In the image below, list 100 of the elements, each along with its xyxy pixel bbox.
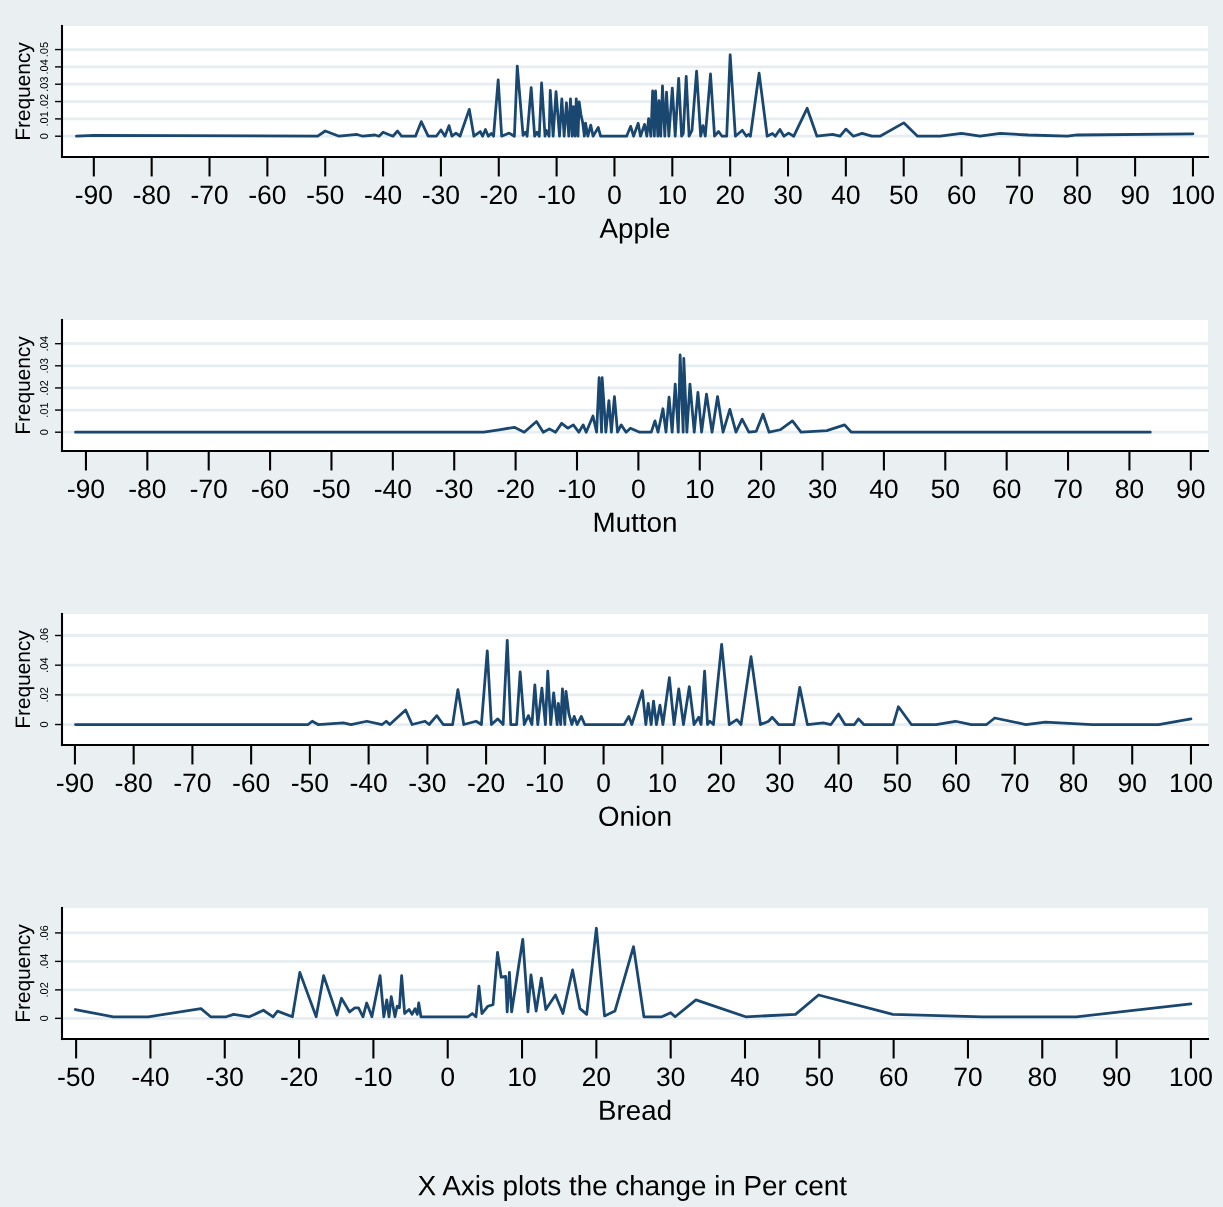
- x-tick-label: -40: [374, 479, 411, 499]
- x-tick-label: 40: [730, 1067, 759, 1087]
- x-tick-label: -60: [249, 185, 286, 205]
- x-tick-label: -50: [291, 773, 328, 793]
- y-tick-label: .04: [40, 954, 48, 969]
- x-tick-label: 10: [687, 479, 714, 499]
- x-tick-label: 90: [1118, 773, 1146, 793]
- x-tick-label: -10: [355, 1067, 392, 1087]
- x-tick-label: -70: [174, 773, 211, 793]
- y-tick-label: .02: [40, 982, 48, 997]
- x-tick-label: -20: [281, 1067, 318, 1087]
- x-tick-label: 10: [659, 185, 686, 205]
- x-tick-label: 90: [1103, 1067, 1131, 1087]
- x-tick-label: 70: [954, 1067, 982, 1087]
- x-tick-label: 60: [993, 479, 1021, 499]
- x-tick-label: -50: [58, 1067, 95, 1087]
- x-tick-label: -40: [350, 773, 387, 793]
- x-axis-title: Mutton: [594, 512, 676, 533]
- x-tick-label: -50: [313, 479, 350, 499]
- x-tick-label: 50: [805, 1067, 833, 1087]
- y-tick-label: .04: [40, 336, 48, 351]
- x-tick-label: 80: [1115, 479, 1144, 499]
- x-tick-label: -10: [559, 479, 596, 499]
- x-tick-label: 30: [808, 479, 837, 499]
- x-tick-label: -40: [132, 1067, 169, 1087]
- y-tick-label: .03: [40, 76, 48, 91]
- x-tick-label: -20: [480, 185, 517, 205]
- x-tick-label: 70: [1006, 185, 1034, 205]
- line-series: [73, 926, 1193, 1019]
- y-tick-label: .01: [40, 111, 48, 126]
- x-tick-label: 60: [942, 773, 970, 793]
- x-tick-label: -90: [75, 185, 112, 205]
- y-tick-label: .02: [40, 687, 48, 702]
- y-axis-title: Frequency: [15, 924, 35, 1021]
- x-tick-label: 70: [1001, 773, 1029, 793]
- y-tick-label: .04: [40, 657, 48, 672]
- y-tick-label: .02: [40, 380, 48, 395]
- x-tick-label: -80: [115, 773, 152, 793]
- x-tick-label: 30: [766, 773, 794, 793]
- x-tick-label: 10: [649, 773, 676, 793]
- x-tick-label: 0: [597, 773, 610, 793]
- x-tick-label: -90: [68, 479, 104, 499]
- x-tick-label: 30: [774, 185, 802, 205]
- x-tick-label: -80: [133, 185, 170, 205]
- line-series: [74, 353, 1152, 434]
- x-axis-title: Apple: [599, 217, 670, 244]
- x-tick-label: -70: [191, 185, 228, 205]
- x-tick-label: 50: [931, 479, 959, 499]
- y-tick-label: .03: [40, 358, 48, 373]
- x-tick-label: 10: [509, 1067, 536, 1087]
- x-tick-label: -70: [190, 479, 227, 499]
- text: X Axis plots the change in Per cent: [418, 1175, 847, 1201]
- x-tick-label: 20: [747, 479, 775, 499]
- x-tick-label: 100: [1172, 185, 1214, 205]
- y-tick-label: 0: [40, 1015, 48, 1022]
- y-tick-label: .02: [40, 94, 48, 109]
- x-tick-label: -30: [206, 1067, 243, 1087]
- x-tick-label: 80: [1063, 185, 1091, 205]
- x-tick-label: 40: [831, 185, 860, 205]
- x-tick-label: -60: [252, 479, 289, 499]
- x-tick-label: -90: [57, 773, 93, 793]
- x-tick-label: 80: [1028, 1067, 1056, 1087]
- y-tick-label: .05: [40, 42, 48, 57]
- x-tick-label: -30: [436, 479, 473, 499]
- x-tick-label: -80: [129, 479, 166, 499]
- y-axis-title: Frequency: [15, 630, 35, 727]
- x-tick-label: 80: [1059, 773, 1088, 793]
- y-axis-title: Frequency: [15, 336, 35, 433]
- x-tick-label: -10: [538, 185, 575, 205]
- x-tick-label: 90: [1177, 479, 1205, 499]
- x-tick-label: -40: [365, 185, 402, 205]
- x-tick-label: 40: [824, 773, 853, 793]
- x-tick-label: 50: [890, 185, 918, 205]
- x-tick-label: -50: [307, 185, 344, 205]
- x-tick-label: 20: [583, 1067, 610, 1087]
- x-axis-title: Onion: [599, 805, 671, 827]
- line-series: [74, 639, 1193, 726]
- x-tick-label: -20: [497, 479, 534, 499]
- x-tick-label: -10: [526, 773, 563, 793]
- x-tick-label: 90: [1121, 185, 1149, 205]
- x-tick-label: 0: [441, 1067, 455, 1087]
- x-tick-label: 20: [707, 773, 735, 793]
- x-tick-label: 60: [948, 185, 976, 205]
- x-tick-label: 100: [1170, 1067, 1212, 1087]
- y-tick-label: .06: [40, 628, 48, 643]
- x-tick-label: 40: [869, 479, 898, 499]
- x-tick-label: 30: [657, 1067, 685, 1087]
- y-tick-label: 0: [40, 133, 48, 139]
- y-tick-label: 0: [40, 721, 48, 728]
- y-tick-label: .01: [40, 402, 48, 417]
- x-tick-label: 0: [632, 479, 645, 499]
- y-tick-label: .06: [40, 925, 48, 940]
- x-tick-label: 0: [608, 185, 621, 205]
- x-tick-label: 20: [716, 185, 744, 205]
- x-tick-label: 70: [1054, 479, 1082, 499]
- line-series: [75, 53, 1195, 138]
- x-tick-label: 60: [880, 1067, 908, 1087]
- y-tick-label: 0: [40, 429, 48, 435]
- x-tick-label: 50: [883, 773, 911, 793]
- x-tick-label: -30: [423, 185, 459, 205]
